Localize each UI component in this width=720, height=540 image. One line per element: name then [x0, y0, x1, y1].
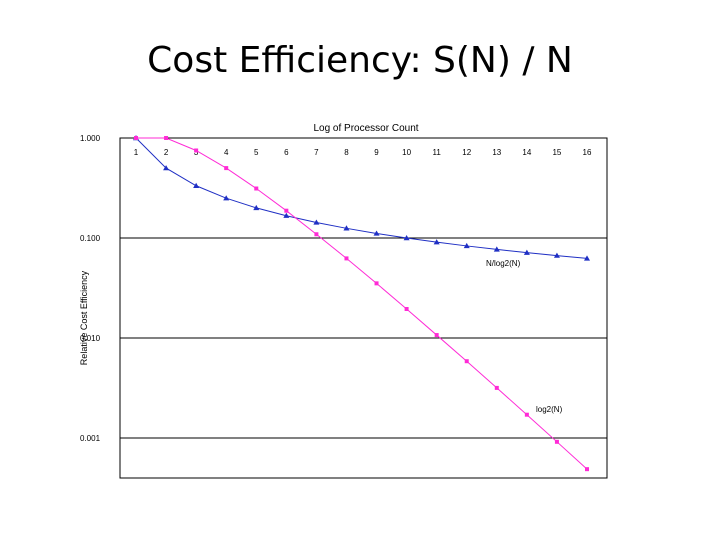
- data-point: [193, 182, 200, 188]
- x-tick-label: 12: [462, 148, 471, 157]
- data-point: [224, 166, 229, 171]
- series-label: log2(N): [536, 405, 563, 414]
- data-point: [374, 281, 379, 286]
- data-point: [283, 212, 290, 218]
- data-point: [344, 256, 349, 261]
- data-point: [404, 306, 409, 311]
- data-point: [134, 136, 138, 140]
- x-tick-label: 15: [552, 148, 561, 157]
- data-point: [223, 195, 230, 201]
- data-point: [493, 246, 500, 252]
- data-point: [433, 239, 440, 245]
- x-tick-label: 2: [164, 148, 169, 157]
- data-point: [343, 225, 350, 231]
- data-point: [524, 412, 529, 417]
- data-point: [313, 219, 320, 225]
- data-point: [553, 252, 560, 258]
- data-point: [494, 385, 499, 390]
- x-tick-label: 11: [433, 148, 442, 157]
- y-axis-label: Relative Cost Efficiency: [79, 270, 89, 365]
- slide-title: Cost Efficiency: S(N) / N: [147, 40, 573, 81]
- y-tick-label: 0.010: [80, 334, 101, 343]
- data-point: [554, 439, 559, 444]
- x-tick-label: 7: [314, 148, 319, 157]
- data-point: [373, 230, 380, 236]
- x-tick-label: 1: [134, 148, 139, 157]
- data-point: [163, 165, 170, 171]
- data-point: [523, 249, 530, 255]
- x-tick-label: 8: [344, 148, 349, 157]
- x-tick-label: 16: [583, 148, 592, 157]
- y-tick-label: 0.001: [80, 434, 101, 443]
- series-label: N/log2(N): [486, 259, 521, 268]
- plot-area: [119, 137, 608, 479]
- x-tick-label: 3: [194, 148, 199, 157]
- x-tick-label: 4: [224, 148, 229, 157]
- data-point: [164, 136, 169, 140]
- data-point: [194, 148, 199, 153]
- chart-title: Log of Processor Count: [313, 123, 418, 134]
- x-tick-label: 13: [492, 148, 501, 157]
- data-point: [584, 255, 590, 261]
- y-tick-label: 0.100: [80, 234, 101, 243]
- x-tick-label: 14: [522, 148, 531, 157]
- x-tick-label: 6: [284, 148, 289, 157]
- chart: 1.000 0.100 0.010 0.001 1 2 3 4 5 6 7 8 9 10 11 12 13 14 1…: [76, 116, 616, 482]
- data-point: [403, 235, 410, 241]
- data-point: [464, 359, 469, 364]
- x-tick-label: 5: [254, 148, 259, 157]
- y-tick-label: 1.000: [80, 134, 101, 143]
- data-point: [463, 242, 470, 249]
- data-point: [434, 333, 439, 338]
- data-point: [284, 208, 289, 213]
- series-line: [135, 137, 588, 259]
- data-point: [253, 204, 260, 211]
- x-tick-label: 9: [374, 148, 379, 157]
- x-tick-label: 10: [402, 148, 411, 157]
- series-line: [136, 137, 588, 470]
- data-point: [254, 186, 259, 191]
- data-point: [585, 467, 589, 472]
- data-point: [314, 232, 319, 237]
